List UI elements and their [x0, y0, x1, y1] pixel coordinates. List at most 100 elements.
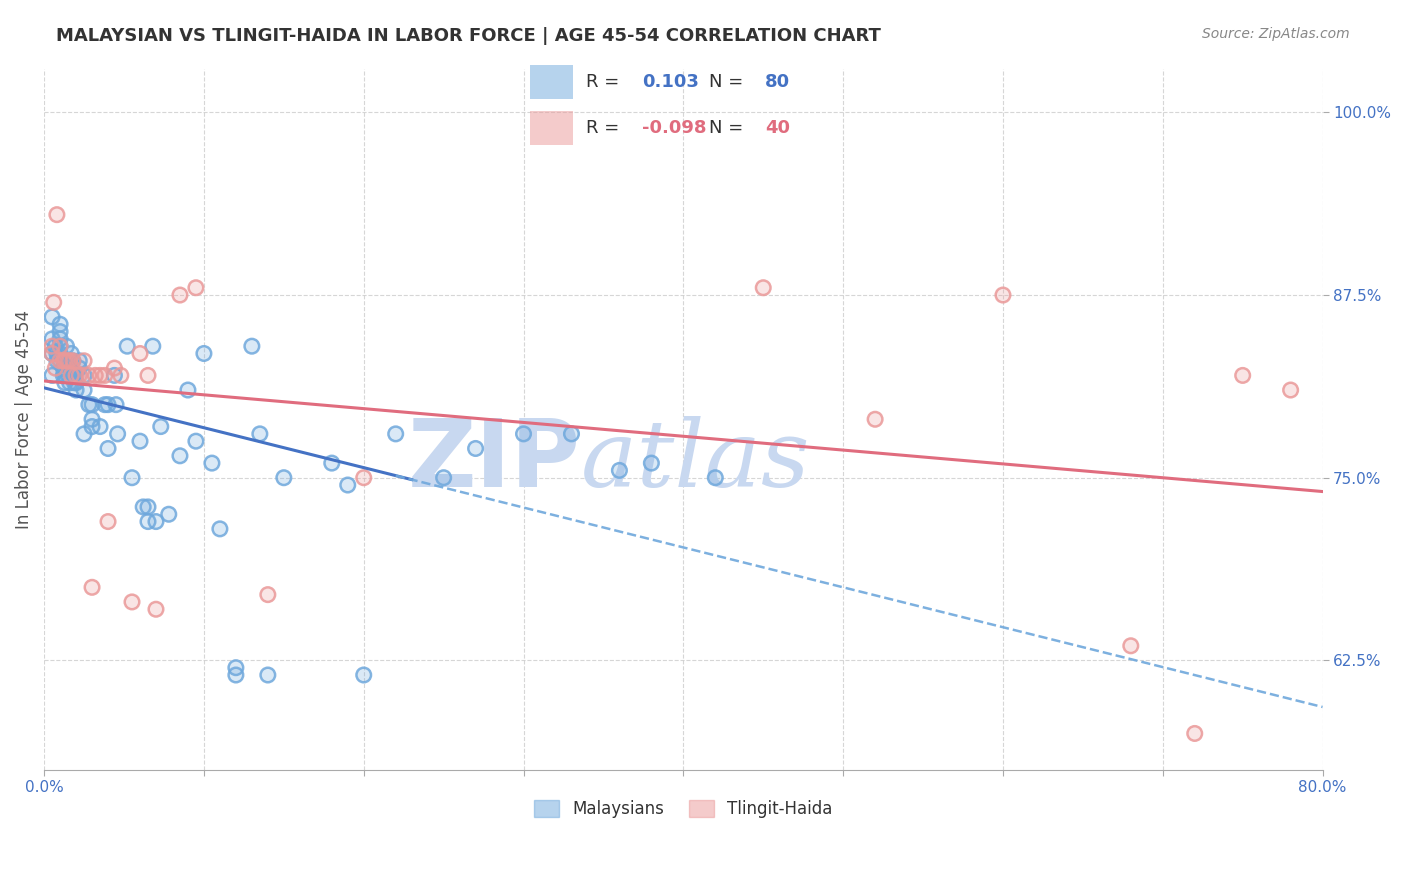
- Point: [752, 281, 775, 295]
- Point: [53, 353, 76, 368]
- Point: [67, 368, 90, 383]
- Point: [41, 339, 63, 353]
- Point: [73, 368, 96, 383]
- Point: [1184, 726, 1206, 740]
- Point: [49, 353, 72, 368]
- Point: [65, 368, 87, 383]
- Point: [752, 281, 775, 295]
- Point: [157, 508, 180, 522]
- Point: [193, 346, 215, 360]
- Point: [55, 339, 77, 353]
- Point: [80, 419, 103, 434]
- Point: [49, 346, 72, 360]
- Point: [512, 426, 534, 441]
- Point: [103, 368, 125, 383]
- Point: [169, 449, 191, 463]
- Point: [464, 442, 486, 456]
- Point: [142, 339, 165, 353]
- Point: [94, 398, 117, 412]
- Point: [49, 346, 72, 360]
- Point: [53, 376, 76, 390]
- Point: [52, 368, 75, 383]
- Point: [49, 339, 72, 353]
- Point: [257, 668, 280, 682]
- Point: [49, 325, 72, 339]
- Text: R =: R =: [586, 73, 626, 91]
- Point: [132, 500, 155, 514]
- Point: [60, 368, 83, 383]
- Point: [67, 361, 90, 376]
- Point: [44, 339, 66, 353]
- Point: [89, 368, 111, 383]
- Point: [67, 361, 90, 376]
- Point: [56, 368, 79, 383]
- Point: [59, 361, 82, 376]
- Point: [169, 449, 191, 463]
- Point: [609, 463, 631, 477]
- Point: [110, 368, 132, 383]
- Point: [62, 353, 84, 368]
- Point: [41, 368, 63, 383]
- Point: [80, 580, 103, 594]
- Point: [249, 426, 271, 441]
- Point: [225, 668, 247, 682]
- Point: [59, 361, 82, 376]
- Point: [240, 339, 263, 353]
- Point: [157, 508, 180, 522]
- Text: -0.098: -0.098: [643, 119, 707, 136]
- Point: [63, 368, 86, 383]
- Point: [65, 376, 87, 390]
- Point: [94, 368, 117, 383]
- Point: [73, 353, 96, 368]
- Point: [65, 383, 87, 397]
- Point: [41, 346, 63, 360]
- Point: [433, 471, 456, 485]
- Point: [103, 361, 125, 376]
- Point: [257, 588, 280, 602]
- Point: [59, 353, 82, 368]
- Point: [73, 383, 96, 397]
- Point: [201, 456, 224, 470]
- Point: [1279, 383, 1302, 397]
- Point: [65, 368, 87, 383]
- Point: [136, 500, 159, 514]
- Point: [56, 353, 79, 368]
- Point: [52, 353, 75, 368]
- Point: [1279, 383, 1302, 397]
- Point: [59, 376, 82, 390]
- Point: [49, 353, 72, 368]
- Point: [63, 368, 86, 383]
- Point: [49, 353, 72, 368]
- Point: [52, 361, 75, 376]
- Point: [121, 471, 143, 485]
- Point: [73, 383, 96, 397]
- Point: [55, 353, 77, 368]
- Point: [84, 368, 107, 383]
- Point: [56, 353, 79, 368]
- Point: [105, 398, 128, 412]
- Point: [49, 339, 72, 353]
- Point: [177, 383, 200, 397]
- Point: [640, 456, 662, 470]
- Point: [149, 419, 172, 434]
- Point: [132, 500, 155, 514]
- Point: [49, 339, 72, 353]
- Point: [67, 368, 90, 383]
- Point: [73, 426, 96, 441]
- Point: [49, 353, 72, 368]
- Point: [142, 339, 165, 353]
- Point: [52, 368, 75, 383]
- Point: [136, 500, 159, 514]
- Point: [55, 339, 77, 353]
- Point: [62, 353, 84, 368]
- Point: [336, 478, 359, 492]
- Point: [49, 318, 72, 332]
- Point: [41, 332, 63, 346]
- Point: [41, 346, 63, 360]
- Point: [863, 412, 886, 426]
- Point: [60, 346, 83, 360]
- Point: [80, 419, 103, 434]
- Point: [991, 288, 1014, 302]
- Point: [89, 419, 111, 434]
- Point: [45, 353, 67, 368]
